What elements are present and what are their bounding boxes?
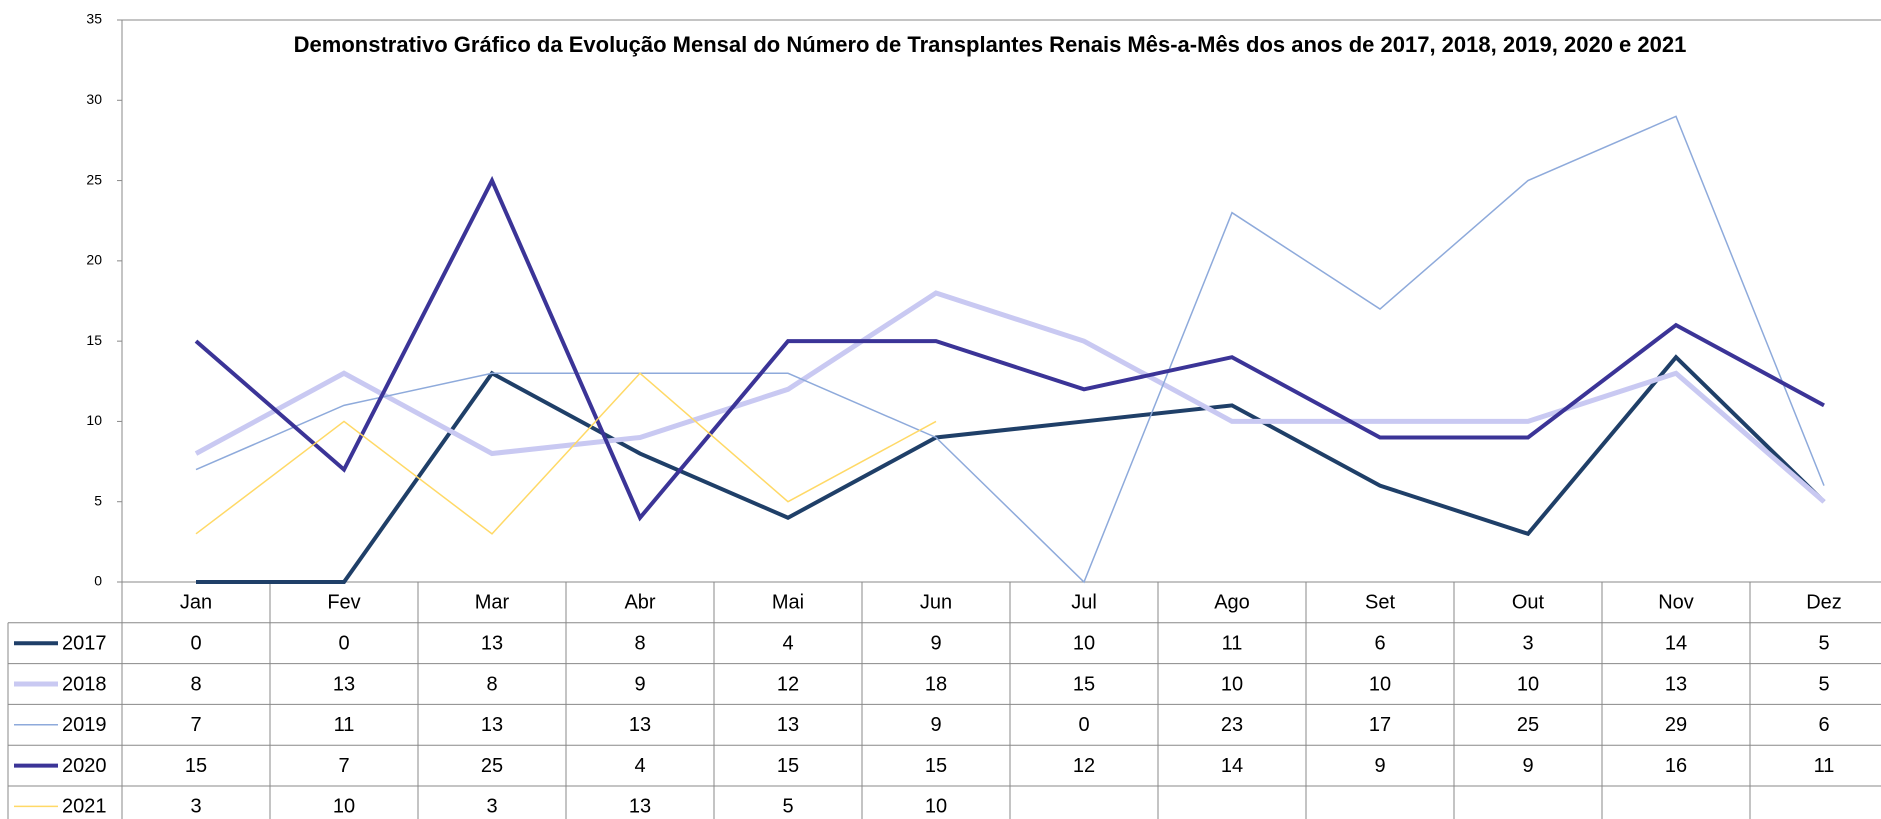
y-tick-label: 15 bbox=[86, 332, 102, 348]
table-value: 15 bbox=[185, 755, 207, 777]
series-line bbox=[194, 175, 1825, 522]
table-value: 29 bbox=[1665, 714, 1687, 736]
table-value: 0 bbox=[1078, 714, 1089, 736]
table-value: 11 bbox=[1222, 632, 1243, 654]
table-value: 13 bbox=[629, 714, 651, 736]
legend-label: 2018 bbox=[62, 673, 107, 695]
series-line bbox=[196, 354, 1826, 584]
table-value: 10 bbox=[1073, 632, 1095, 654]
table-value: 11 bbox=[1814, 755, 1835, 777]
x-tick-label: Jun bbox=[920, 592, 952, 614]
y-tick-label: 5 bbox=[94, 492, 102, 508]
table-value: 14 bbox=[1665, 632, 1687, 654]
table-value: 23 bbox=[1221, 714, 1243, 736]
legend-label: 2020 bbox=[62, 755, 107, 777]
table-value: 14 bbox=[1221, 755, 1243, 777]
table-value: 16 bbox=[1665, 755, 1687, 777]
table-value: 13 bbox=[777, 714, 799, 736]
series-line bbox=[194, 290, 1826, 504]
table-value: 10 bbox=[925, 796, 947, 818]
table-value: 7 bbox=[338, 755, 349, 777]
x-tick-label: Dez bbox=[1806, 592, 1842, 614]
table-value: 8 bbox=[190, 673, 201, 695]
table-value: 15 bbox=[1073, 673, 1095, 695]
table-value: 17 bbox=[1369, 714, 1391, 736]
table-value: 0 bbox=[338, 632, 349, 654]
table-value: 18 bbox=[925, 673, 947, 695]
table-value: 4 bbox=[634, 755, 645, 777]
x-tick-label: Set bbox=[1365, 592, 1395, 614]
table-value: 12 bbox=[777, 673, 799, 695]
table-value: 3 bbox=[190, 796, 201, 818]
table-value: 13 bbox=[333, 673, 355, 695]
table-value: 0 bbox=[190, 632, 201, 654]
table-value: 3 bbox=[1522, 632, 1533, 654]
table-value: 8 bbox=[486, 673, 497, 695]
table-value: 5 bbox=[1818, 632, 1829, 654]
table-value: 15 bbox=[925, 755, 947, 777]
y-tick-label: 25 bbox=[86, 171, 102, 187]
legend-label: 2021 bbox=[62, 796, 107, 818]
y-tick-label: 0 bbox=[94, 573, 102, 589]
table-value: 5 bbox=[1818, 673, 1829, 695]
y-tick-label: 30 bbox=[86, 91, 102, 107]
table-value: 10 bbox=[1369, 673, 1391, 695]
x-tick-label: Fev bbox=[327, 592, 360, 614]
x-tick-label: Mai bbox=[772, 592, 804, 614]
table-value: 6 bbox=[1818, 714, 1829, 736]
legend-label: 2017 bbox=[62, 632, 107, 654]
legend-label: 2019 bbox=[62, 714, 107, 736]
table-value: 7 bbox=[190, 714, 201, 736]
table-value: 10 bbox=[1517, 673, 1539, 695]
table-value: 13 bbox=[481, 632, 503, 654]
table-value: 8 bbox=[634, 632, 645, 654]
table-value: 12 bbox=[1073, 755, 1095, 777]
table-value: 9 bbox=[1374, 755, 1385, 777]
x-tick-label: Out bbox=[1512, 592, 1545, 614]
series-line bbox=[195, 372, 937, 535]
y-tick-label: 20 bbox=[86, 252, 102, 268]
table-value: 13 bbox=[629, 796, 651, 818]
x-tick-label: Jul bbox=[1071, 592, 1097, 614]
table-value: 11 bbox=[334, 714, 355, 736]
table-value: 5 bbox=[782, 796, 793, 818]
table-value: 25 bbox=[1517, 714, 1539, 736]
table-value: 10 bbox=[333, 796, 355, 818]
x-tick-label: Ago bbox=[1214, 592, 1250, 614]
table-value: 9 bbox=[634, 673, 645, 695]
y-tick-label: 35 bbox=[86, 11, 102, 27]
chart-title: Demonstrativo Gráfico da Evolução Mensal… bbox=[293, 32, 1687, 57]
table-value: 10 bbox=[1221, 673, 1243, 695]
table-value: 6 bbox=[1374, 632, 1385, 654]
x-tick-label: Nov bbox=[1658, 592, 1694, 614]
table-value: 9 bbox=[930, 632, 941, 654]
table-value: 9 bbox=[930, 714, 941, 736]
x-tick-label: Mar bbox=[475, 592, 510, 614]
table-value: 15 bbox=[777, 755, 799, 777]
plot-frame bbox=[121, 19, 1881, 583]
series-line bbox=[195, 115, 1825, 584]
table-value: 13 bbox=[481, 714, 503, 736]
table-value: 3 bbox=[486, 796, 497, 818]
table-value: 13 bbox=[1665, 673, 1687, 695]
y-tick-label: 10 bbox=[86, 412, 102, 428]
table-value: 9 bbox=[1522, 755, 1533, 777]
table-value: 25 bbox=[481, 755, 503, 777]
x-tick-label: Jan bbox=[180, 592, 212, 614]
x-tick-label: Abr bbox=[624, 592, 655, 614]
table-value: 4 bbox=[782, 632, 793, 654]
